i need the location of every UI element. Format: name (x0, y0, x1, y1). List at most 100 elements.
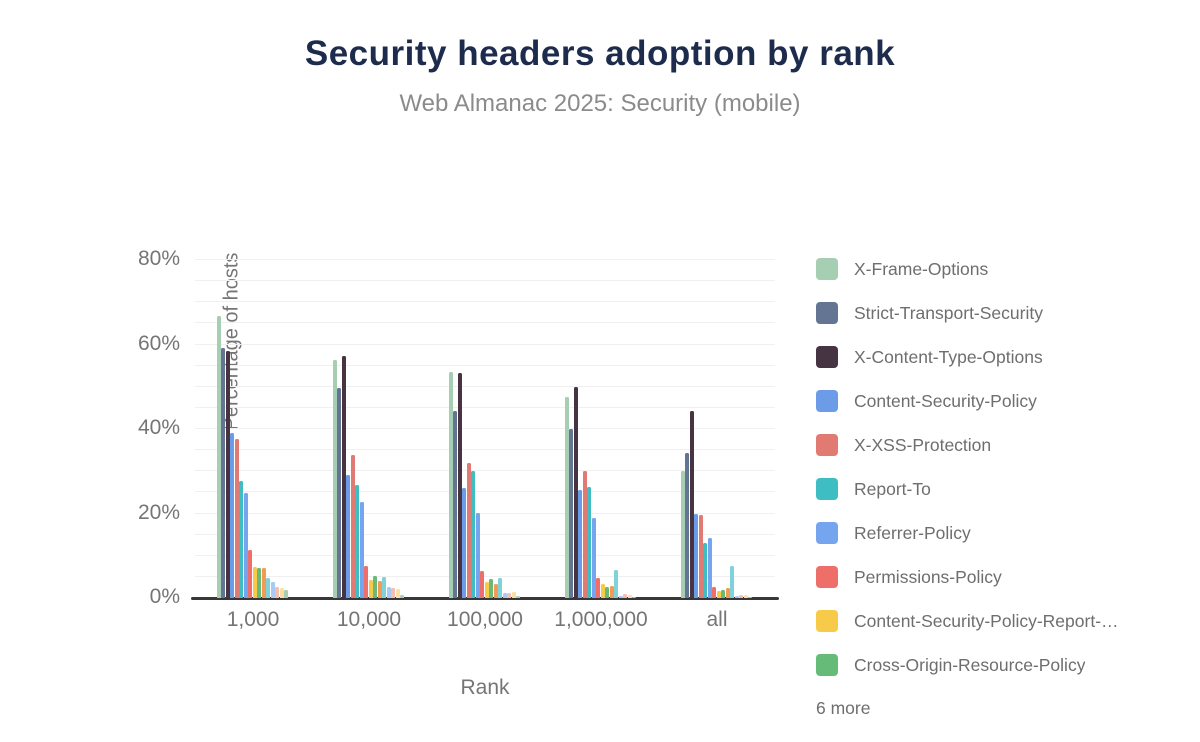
bar[interactable] (221, 347, 226, 598)
bar[interactable] (618, 595, 623, 598)
bar[interactable] (681, 470, 685, 598)
x-tick-label: 10,000 (336, 608, 402, 631)
bar[interactable] (569, 429, 574, 598)
bar[interactable] (364, 565, 369, 598)
legend-swatch (816, 434, 838, 456)
bar[interactable] (507, 592, 512, 598)
bar[interactable] (368, 579, 373, 598)
bar[interactable] (346, 475, 351, 598)
bar[interactable] (694, 513, 699, 598)
bar[interactable] (600, 583, 605, 598)
legend-label: Referrer-Policy (854, 522, 971, 543)
legend: X-Frame-Options Strict-Transport-Security… (816, 258, 1186, 719)
bar[interactable] (391, 587, 396, 598)
bar-group (565, 387, 637, 598)
bar[interactable] (275, 587, 280, 598)
bar[interactable] (712, 586, 717, 598)
gridline (195, 322, 775, 324)
bar[interactable] (493, 584, 498, 598)
bar[interactable] (453, 410, 458, 598)
bar[interactable] (449, 371, 453, 598)
legend-swatch (816, 566, 838, 588)
legend-item: Referrer-Policy (816, 522, 1186, 544)
legend-more-link[interactable]: 6 more (816, 698, 871, 718)
bar[interactable] (279, 587, 284, 598)
bar[interactable] (578, 489, 583, 598)
bar[interactable] (350, 455, 355, 598)
bar[interactable] (689, 410, 694, 598)
bar[interactable] (703, 543, 708, 598)
legend-item: Cross-Origin-Resource-Policy (816, 654, 1186, 676)
bar[interactable] (587, 486, 592, 598)
bar[interactable] (337, 388, 342, 598)
bar[interactable] (266, 577, 271, 598)
bar[interactable] (457, 372, 462, 598)
legend-item: Content-Security-Policy-Report-… (816, 610, 1186, 632)
bar[interactable] (721, 590, 726, 598)
bar[interactable] (489, 579, 494, 598)
bar[interactable] (707, 538, 712, 598)
bar[interactable] (739, 594, 744, 598)
bar[interactable] (217, 316, 221, 598)
bar[interactable] (252, 566, 257, 598)
bar[interactable] (355, 485, 360, 598)
bar[interactable] (386, 587, 391, 598)
legend-label: Strict-Transport-Security (854, 302, 1043, 323)
bar[interactable] (725, 587, 730, 598)
bar[interactable] (359, 502, 364, 598)
bar[interactable] (730, 565, 735, 598)
bar[interactable] (685, 453, 690, 598)
bar[interactable] (395, 589, 400, 598)
bar-group (333, 355, 405, 598)
bar[interactable] (257, 568, 262, 598)
bar[interactable] (484, 581, 489, 598)
bar[interactable] (565, 396, 569, 598)
gridline (195, 512, 775, 514)
bar[interactable] (609, 585, 614, 598)
bar[interactable] (230, 433, 235, 598)
bar[interactable] (400, 595, 405, 598)
bar[interactable] (743, 595, 748, 598)
bar[interactable] (498, 577, 503, 598)
gridline (195, 280, 775, 282)
bar[interactable] (502, 592, 507, 598)
bar[interactable] (382, 576, 387, 598)
bar[interactable] (573, 387, 578, 598)
bar[interactable] (243, 492, 248, 598)
bar[interactable] (582, 470, 587, 598)
legend-swatch (816, 346, 838, 368)
bar[interactable] (698, 515, 703, 598)
bar[interactable] (511, 592, 516, 598)
bar[interactable] (605, 586, 610, 598)
bar[interactable] (333, 360, 337, 598)
legend-swatch (816, 522, 838, 544)
bar[interactable] (471, 470, 476, 598)
bar[interactable] (261, 567, 266, 598)
bar[interactable] (614, 570, 619, 598)
bar[interactable] (284, 590, 289, 598)
bar[interactable] (234, 439, 239, 598)
bar[interactable] (377, 581, 382, 598)
bar[interactable] (632, 596, 637, 598)
bar[interactable] (734, 596, 739, 598)
bar[interactable] (373, 576, 378, 598)
bar[interactable] (596, 578, 601, 598)
bar[interactable] (239, 480, 244, 598)
bar[interactable] (627, 594, 632, 598)
bar[interactable] (591, 518, 596, 598)
bar[interactable] (516, 595, 521, 598)
bar[interactable] (748, 597, 753, 598)
bar[interactable] (475, 513, 480, 598)
bar[interactable] (623, 594, 628, 598)
bar[interactable] (716, 591, 721, 598)
bar[interactable] (225, 350, 230, 598)
bar[interactable] (466, 462, 471, 598)
bar[interactable] (480, 570, 485, 598)
legend-item: X-Frame-Options (816, 258, 1186, 280)
legend-label: X-Content-Type-Options (854, 346, 1043, 367)
bar[interactable] (462, 488, 467, 598)
bar[interactable] (270, 581, 275, 598)
bar[interactable] (341, 355, 346, 598)
legend-label: X-XSS-Protection (854, 434, 992, 455)
bar[interactable] (248, 550, 253, 598)
